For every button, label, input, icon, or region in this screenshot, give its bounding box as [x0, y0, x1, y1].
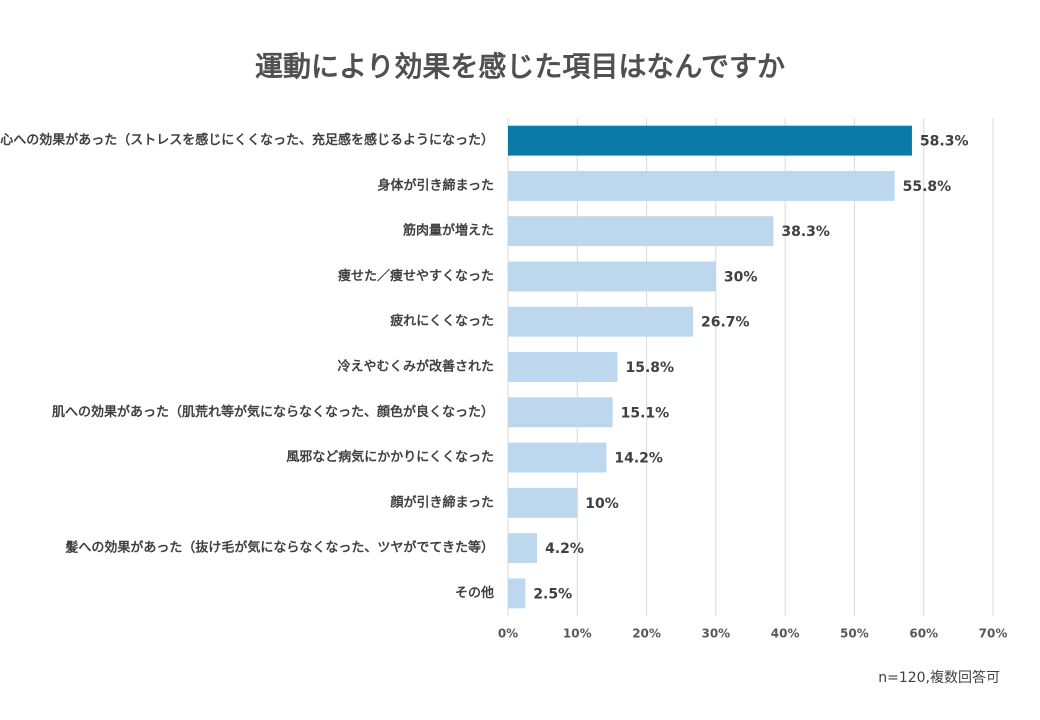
x-tick-label: 50%	[840, 627, 869, 641]
bar	[508, 306, 693, 337]
y-tick-label: 肌への効果があった（肌荒れ等が気にならなくなった、顔色が良くなった）	[52, 404, 494, 420]
note: n=120,複数回答可	[878, 669, 1000, 686]
bar	[508, 125, 912, 156]
bar	[508, 261, 716, 292]
bar	[508, 442, 607, 473]
value-label: 26.7%	[701, 315, 750, 331]
y-tick-label: 身体が引き締まった	[378, 177, 494, 193]
value-label: 2.5%	[533, 586, 572, 602]
bar	[508, 533, 538, 564]
x-tick-label: 40%	[771, 627, 800, 641]
bar	[508, 170, 895, 201]
x-tick-label: 20%	[632, 627, 661, 641]
chart-title: 運動により効果を感じた項目はなんですか	[255, 50, 785, 83]
value-label: 58.3%	[920, 134, 969, 150]
y-tick-label: その他	[455, 585, 494, 601]
value-label: 15.1%	[621, 405, 670, 421]
x-tick-label: 0%	[498, 627, 518, 641]
y-tick-label: 髪への効果があった（抜け毛が気にならなくなった、ツヤがでてきた等）	[64, 540, 494, 556]
bar	[508, 397, 613, 428]
y-tick-label: 筋肉量が増えた	[402, 223, 494, 239]
y-tick-label: 風邪など病気にかかりにくくなった	[286, 449, 494, 465]
bar	[508, 578, 526, 609]
bar	[508, 216, 774, 247]
y-tick-label: 疲れにくくなった	[390, 313, 494, 329]
y-tick-label: 冷えやむくみが改善された	[337, 359, 494, 375]
y-tick-label: 痩せた／痩せやすくなった	[338, 268, 494, 284]
x-tick-label: 60%	[909, 627, 938, 641]
value-label: 55.8%	[903, 179, 952, 195]
value-label: 30%	[724, 269, 758, 285]
value-label: 4.2%	[545, 541, 584, 557]
value-label: 10%	[585, 496, 619, 512]
bar	[508, 352, 618, 382]
value-label: 38.3%	[781, 224, 830, 240]
x-tick-label: 10%	[563, 627, 592, 641]
bar	[508, 487, 578, 518]
y-tick-label: 心への効果があった（ストレスを感じにくくなった、充足感を感じるようになった）	[0, 132, 494, 148]
value-label: 15.8%	[625, 360, 674, 376]
y-tick-label: 顔が引き締まった	[390, 494, 494, 510]
x-tick-label: 70%	[979, 627, 1008, 641]
value-label: 14.2%	[614, 451, 663, 467]
x-tick-label: 30%	[701, 627, 730, 641]
